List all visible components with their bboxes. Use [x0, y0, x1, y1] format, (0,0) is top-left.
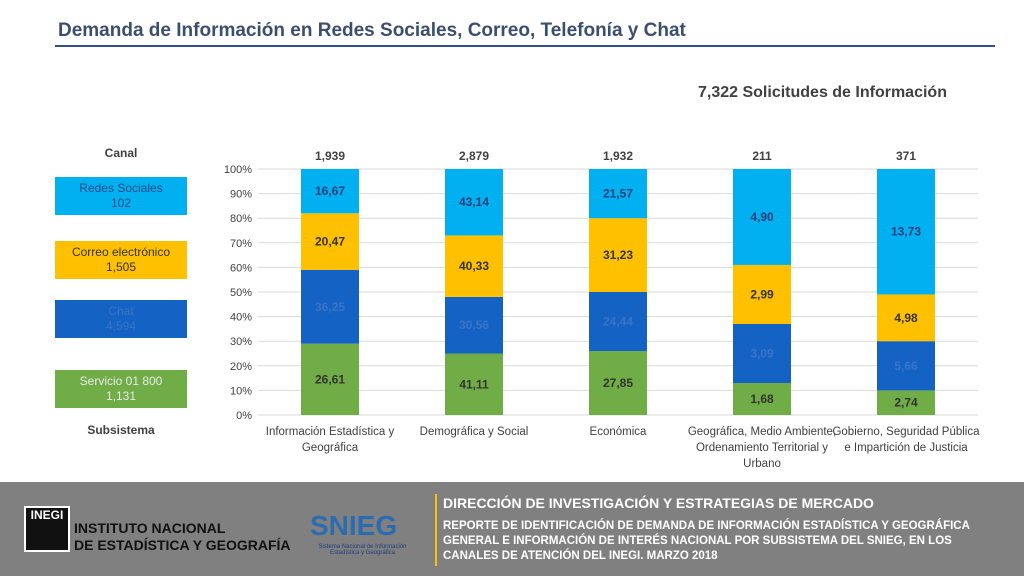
legend-footer: Subsistema	[87, 423, 155, 437]
bar-segment	[589, 218, 647, 292]
legend-item: Chat 4,594	[55, 300, 187, 338]
segment-label: 31,23	[603, 248, 633, 262]
bar-total: 1,939	[315, 149, 345, 163]
inegi-line: DE ESTADÍSTICA Y GEOGRAFÍA	[74, 537, 291, 553]
bar-total: 211	[752, 149, 772, 163]
bar-total: 1,932	[603, 149, 633, 163]
bar-segment	[589, 351, 647, 415]
bar-segment	[733, 323, 791, 384]
segment-label: 30,56	[459, 318, 489, 332]
legend-count: 1,505	[105, 260, 137, 274]
inegi-mark: INEGI	[30, 508, 64, 522]
x-tick-label: Geográfica, Medio Ambiente, Ordenamiento…	[687, 426, 837, 470]
footer-description: REPORTE DE IDENTIFICACIÓN DE DEMANDA DE …	[443, 520, 970, 562]
bar-segment	[301, 169, 359, 214]
bar-total: 371	[896, 149, 916, 163]
legend-label: Servicio 01 800	[79, 374, 163, 388]
segment-label: 2,99	[750, 287, 774, 301]
segment-label: 5,66	[894, 359, 918, 373]
x-tick-label: Gobierno, Seguridad Pública e Impartició…	[832, 426, 980, 454]
legend-item: Correo electrónico 1,505	[55, 241, 187, 279]
chart: 0% 10% 20% 30% 40% 50% 60% 70% 80% 90% 100% 1,939 26…	[224, 149, 978, 422]
bar-segment	[301, 269, 359, 344]
footer-heading: DIRECCIÓN DE INVESTIGACIÓN Y ESTRATEGIAS…	[443, 495, 874, 511]
legend-label: Correo electrónico	[71, 245, 171, 259]
segment-label: 3,09	[750, 347, 774, 361]
legend-count: 4,594	[105, 319, 137, 333]
bar-segment	[445, 235, 503, 297]
segment-label: 4,90	[750, 210, 774, 224]
bar-total: 2,879	[459, 149, 489, 163]
y-tick-label: 20%	[230, 361, 252, 373]
y-tick-label: 80%	[230, 213, 252, 225]
segment-label: 4,98	[894, 311, 918, 325]
segment-label: 26,61	[315, 372, 345, 386]
title: Demanda de Información en Redes Sociales…	[58, 20, 686, 41]
y-tick-label: 30%	[230, 336, 252, 348]
bar-segment	[877, 169, 935, 295]
legend-count: 102	[110, 196, 132, 210]
bar-segment	[445, 353, 503, 415]
segment-label: 21,57	[603, 187, 633, 201]
inegi-name: INSTITUTO NACIONAL DE ESTADÍSTICA Y GEOG…	[74, 520, 291, 554]
segment-label: 16,67	[315, 184, 345, 198]
y-tick-label: 100%	[224, 164, 252, 176]
y-tick-label: 50%	[230, 287, 252, 299]
footer: INEGI INSTITUTO NACIONAL DE ESTADÍSTICA …	[0, 482, 1024, 576]
y-tick-label: 40%	[230, 312, 252, 324]
snieg-caption: Sistema Nacional de Información Estadíst…	[318, 544, 407, 556]
segment-label: 2,74	[894, 396, 918, 410]
segment-label: 43,14	[459, 195, 489, 209]
bar-segment	[445, 296, 503, 354]
segment-label: 24,44	[603, 315, 633, 329]
legend-item: Redes Sociales 102	[55, 177, 187, 215]
y-tick-label: 10%	[230, 385, 252, 397]
segment-label: 20,47	[315, 235, 345, 249]
bar-segment	[733, 264, 791, 324]
bar-segment	[733, 383, 791, 415]
x-tick-label: Económica	[589, 426, 647, 438]
bar-segment	[877, 294, 935, 342]
segment-label: 1,68	[750, 392, 774, 406]
segment-label: 36,25	[315, 300, 345, 314]
bar-segment	[589, 292, 647, 352]
title-rule	[55, 45, 995, 47]
y-tick-label: 90%	[230, 189, 252, 201]
bar-segment	[877, 390, 935, 415]
bar-segment	[733, 169, 791, 265]
segment-label: 27,85	[603, 376, 633, 390]
divider	[435, 494, 437, 566]
legend-label: Redes Sociales	[79, 181, 163, 195]
segment-label: 41,11	[459, 377, 489, 391]
segment-label: 40,33	[459, 259, 489, 273]
inegi-icon: INEGI	[24, 506, 70, 552]
bar-segment	[877, 341, 935, 391]
snieg-logo: SNIEG	[310, 510, 398, 541]
y-tick-label: 60%	[230, 262, 252, 274]
y-tick-label: 0%	[236, 410, 252, 422]
subtitle: 7,322 Solicitudes de Información	[698, 84, 947, 101]
legend-title: Canal	[104, 146, 138, 160]
x-tick-label: Demográfica y Social	[419, 426, 529, 438]
bar-segment	[589, 169, 647, 219]
inegi-line: INSTITUTO NACIONAL	[74, 520, 226, 536]
bar-segment	[301, 343, 359, 415]
y-tick-label: 70%	[230, 238, 252, 250]
legend-count: 1,131	[105, 389, 137, 403]
x-tick-label: Información Estadística y Geográfica	[265, 426, 395, 454]
bar-segment	[301, 213, 359, 270]
bar-segment	[445, 169, 503, 236]
legend-item: Servicio 01 800 1,131	[55, 370, 187, 408]
segment-label: 13,73	[891, 225, 921, 239]
legend-label: Chat	[108, 304, 134, 318]
